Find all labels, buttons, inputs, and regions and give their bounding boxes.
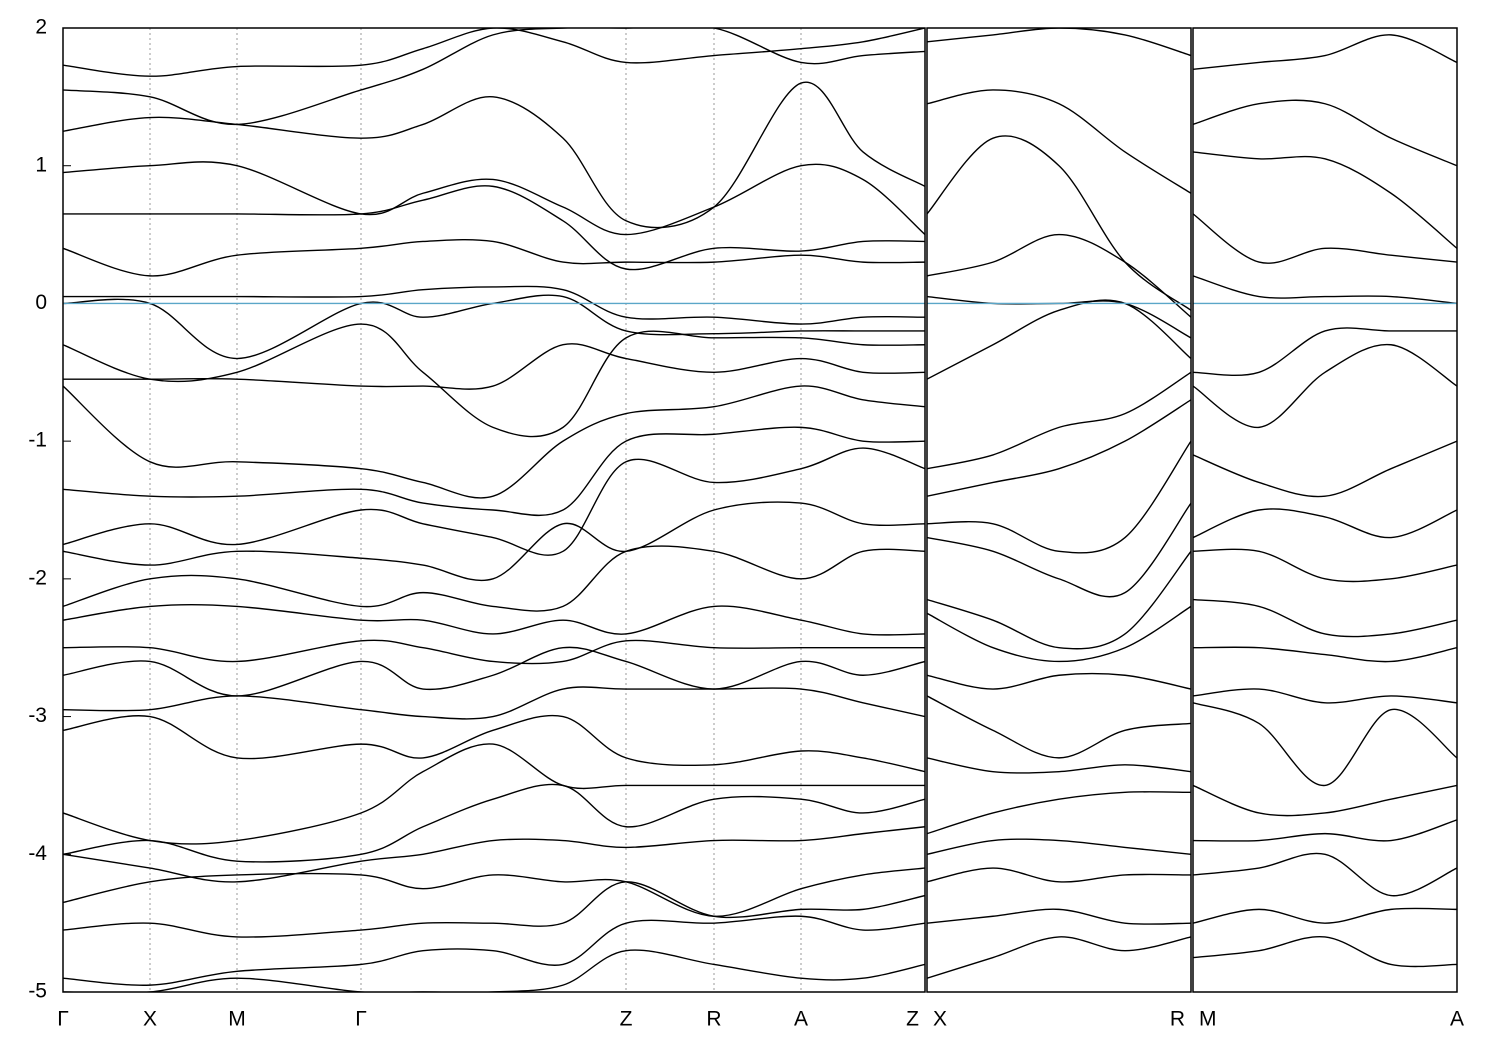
band-line: [927, 605, 1191, 663]
band-line: [1193, 99, 1457, 167]
band-line: [63, 545, 925, 612]
band-line: [927, 550, 1191, 650]
band-line: [1193, 34, 1457, 71]
band-line: [927, 838, 1191, 855]
x-tick-label: R: [706, 1008, 721, 1031]
band-line: [63, 323, 925, 438]
x-tick-label: M: [1199, 1008, 1217, 1031]
plot-area: [927, 28, 1191, 979]
y-tick-label: 2: [35, 16, 47, 39]
band-line: [927, 233, 1191, 318]
band-line: [63, 81, 925, 229]
x-tick-label: M: [228, 1008, 246, 1031]
band-line: [927, 89, 1191, 194]
x-tick-label: X: [933, 1008, 947, 1031]
band-line: [1193, 852, 1457, 897]
band-line: [63, 743, 925, 845]
band-line: [63, 385, 925, 499]
band-line: [927, 502, 1191, 598]
band-line: [927, 28, 1191, 57]
band-line: [63, 714, 925, 773]
band-line: [1193, 907, 1457, 924]
band-line: [63, 343, 925, 390]
band-line: [927, 299, 1191, 380]
band-line: [63, 501, 925, 582]
x-tick-label: A: [794, 1008, 808, 1031]
band-line: [927, 908, 1191, 925]
x-tick-label: Γ: [57, 1008, 69, 1031]
band-line: [1193, 935, 1457, 968]
band-line: [1193, 275, 1457, 305]
band-line: [63, 915, 925, 986]
band-line: [927, 135, 1191, 311]
x-tick-label: Z: [906, 1008, 919, 1031]
band-line: [1193, 151, 1457, 249]
band-line: [63, 285, 925, 325]
band-line: [1193, 213, 1457, 264]
plot-area: [1193, 34, 1457, 968]
band-line: [1193, 343, 1457, 429]
band-line: [63, 639, 925, 665]
y-tick-label: -2: [28, 566, 47, 589]
y-tick-label: 1: [35, 153, 47, 176]
y-tick-label: -5: [28, 980, 47, 1003]
panel-frame: [1192, 27, 1458, 993]
band-line: [927, 867, 1191, 883]
band-line: [927, 757, 1191, 774]
y-tick-label: -1: [28, 429, 47, 452]
band-line: [1193, 598, 1457, 638]
band-line: [1193, 508, 1457, 539]
band-line: [1193, 702, 1457, 787]
band-line: [63, 294, 925, 360]
x-tick-label: R: [1170, 1008, 1185, 1031]
band-line: [927, 695, 1191, 759]
y-tick-label: -4: [28, 842, 47, 865]
band-line: [63, 826, 925, 883]
band-line: [1193, 819, 1457, 842]
band-line: [1193, 688, 1457, 704]
band-line: [63, 783, 925, 863]
band-line: [1193, 440, 1457, 498]
x-tick-label: A: [1450, 1008, 1464, 1031]
panel-frame: [62, 27, 926, 993]
y-tick-label: 0: [35, 291, 47, 314]
x-tick-label: Z: [620, 1008, 633, 1031]
band-line: [1193, 784, 1457, 817]
band-line: [63, 646, 925, 697]
x-tick-label: X: [143, 1008, 157, 1031]
y-tick-label: -3: [28, 704, 47, 727]
band-line: [1193, 548, 1457, 583]
band-line: [63, 238, 925, 277]
plot-area: [63, 28, 925, 992]
band-line: [63, 447, 925, 556]
band-line: [927, 371, 1191, 470]
band-line: [927, 672, 1191, 690]
band-line: [927, 791, 1191, 835]
band-line: [63, 603, 925, 636]
band-line: [927, 936, 1191, 979]
band-line: [1193, 327, 1457, 377]
band-line: [1193, 646, 1457, 663]
band-line: [63, 949, 925, 992]
panel-frame: [926, 27, 1192, 993]
band-line: [63, 185, 925, 271]
band-line: [63, 28, 925, 126]
band-line: [63, 881, 925, 938]
band-line: [63, 161, 925, 236]
band-line: [63, 867, 925, 917]
band-line: [927, 399, 1191, 497]
band-line: [63, 426, 925, 517]
band-line: [927, 440, 1191, 554]
x-tick-label: Γ: [355, 1008, 367, 1031]
band-line: [63, 686, 925, 720]
